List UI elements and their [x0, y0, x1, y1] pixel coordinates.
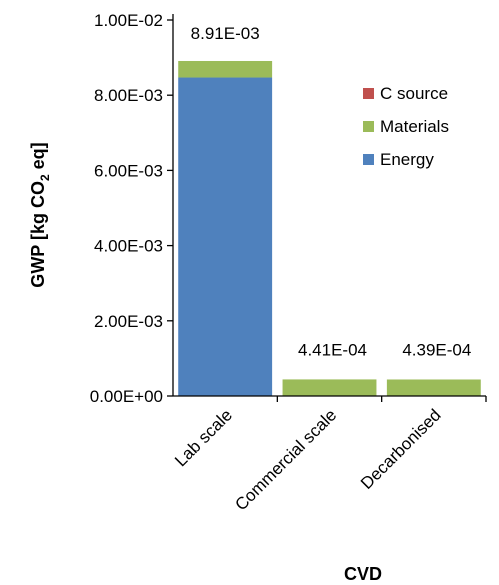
legend-swatch-c-source — [363, 88, 374, 99]
y-tick-label: 8.00E-03 — [94, 86, 163, 105]
axes-group — [172, 14, 487, 402]
y-tick-label: 0.00E+00 — [90, 387, 163, 406]
x-tick-label-commercial-scale: Commercial scale — [231, 405, 340, 514]
y-tick-label: 6.00E-03 — [94, 161, 163, 180]
total-labels-group: 8.91E-03 4.41E-04 4.39E-04 — [191, 24, 472, 360]
bars-group — [178, 60, 481, 396]
y-tick-label: 1.00E-02 — [94, 11, 163, 30]
bar-decarbonised-materials — [386, 379, 481, 396]
y-tick-label: 2.00E-03 — [94, 312, 163, 331]
y-tick-label: 4.00E-03 — [94, 237, 163, 256]
bar-lab-scale-materials — [178, 60, 273, 78]
legend-label-c-source: C source — [380, 84, 448, 103]
legend-label-materials: Materials — [380, 117, 449, 136]
x-tick-label-lab-scale: Lab scale — [171, 405, 236, 470]
bar-commercial-scale-materials — [282, 379, 377, 396]
total-label-commercial-scale: 4.41E-04 — [298, 340, 367, 359]
bar-lab-scale-energy — [178, 77, 273, 396]
x-tick-label-decarbonised: Decarbonised — [357, 405, 445, 493]
legend-label-energy: Energy — [380, 150, 434, 169]
legend-swatch-materials — [363, 121, 374, 132]
legend-swatch-energy — [363, 154, 374, 165]
y-ticks-group: 0.00E+00 2.00E-03 4.00E-03 6.00E-03 8.00E-03… — [90, 11, 173, 406]
total-label-lab-scale: 8.91E-03 — [191, 24, 260, 43]
x-axis-title: CVD — [344, 564, 382, 584]
legend: C source Materials Energy — [363, 84, 449, 169]
y-axis-title: GWP [kg CO2 eq] — [28, 142, 52, 287]
total-label-decarbonised: 4.39E-04 — [402, 340, 471, 359]
